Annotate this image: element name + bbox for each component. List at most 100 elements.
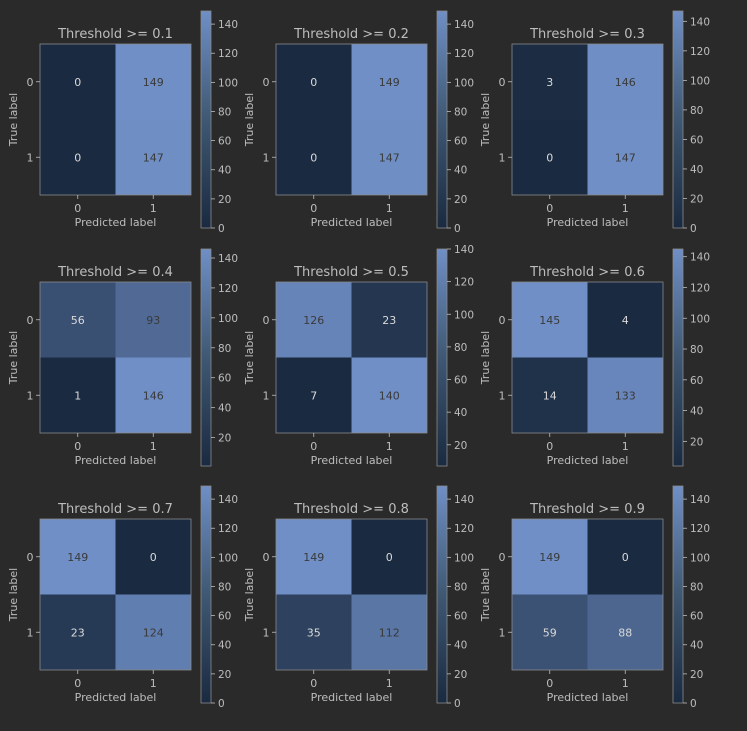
colorbar-tick-label: 80 (218, 581, 231, 593)
x-tick-label: 0 (310, 677, 317, 690)
colorbar-tick-label: 60 (454, 375, 467, 387)
matrix-cell (351, 44, 427, 120)
cell-value-label: 23 (382, 314, 396, 327)
panel-title: Threshold >= 0.8 (293, 502, 409, 517)
y-axis-label: True label (7, 331, 20, 385)
y-tick-label: 1 (27, 151, 34, 164)
cell-value-label: 149 (143, 76, 164, 89)
cell-value-label: 23 (71, 626, 85, 639)
matrix-cell (40, 357, 116, 433)
x-tick-label: 1 (386, 202, 393, 215)
cell-value-label: 140 (379, 389, 400, 402)
colorbar-tick-label: 80 (690, 344, 703, 356)
cell-value-label: 124 (143, 626, 164, 639)
matrix-cell (115, 282, 191, 358)
cell-value-label: 88 (618, 626, 632, 639)
y-tick-label: 0 (27, 551, 34, 564)
colorbar-tick-label: 140 (454, 19, 474, 31)
matrix-cell (40, 519, 116, 595)
y-axis-label: True label (479, 331, 492, 385)
colorbar-tick-label: 40 (690, 406, 703, 418)
cell-value-label: 112 (379, 626, 400, 639)
plot-frame (39, 43, 192, 196)
colorbar-tick-label: 80 (454, 106, 467, 118)
x-axis-label: Predicted label (311, 454, 393, 467)
x-tick-label: 1 (386, 440, 393, 453)
cell-value-label: 126 (303, 314, 324, 327)
matrix-cell (587, 519, 663, 595)
panel-title: Threshold >= 0.2 (293, 27, 409, 42)
colorbar-tick-label: 120 (218, 283, 238, 295)
x-tick-label: 1 (150, 677, 157, 690)
cell-value-label: 147 (143, 151, 164, 164)
panel-title: Threshold >= 0.7 (57, 502, 173, 517)
colorbar-tick-label: 40 (690, 640, 703, 652)
y-tick-label: 1 (263, 626, 270, 639)
matrix-cell (40, 282, 116, 358)
y-tick-label: 0 (499, 76, 506, 89)
y-tick-label: 0 (263, 76, 270, 89)
cell-value-label: 133 (615, 389, 636, 402)
matrix-cell (512, 119, 588, 195)
colorbar-tick-label: 20 (454, 194, 467, 206)
y-axis-label: True label (7, 93, 20, 147)
x-axis-label: Predicted label (547, 691, 629, 704)
colorbar-tick-label: 140 (690, 252, 710, 264)
matrix-cell (115, 519, 191, 595)
colorbar (672, 10, 684, 229)
colorbar-tick-label: 40 (454, 165, 467, 177)
colorbar (436, 10, 448, 229)
cell-value-label: 0 (74, 151, 81, 164)
x-axis-label: Predicted label (311, 216, 393, 229)
colorbar-tick-label: 100 (690, 313, 710, 325)
y-tick-label: 0 (27, 76, 34, 89)
x-tick-label: 1 (386, 677, 393, 690)
matrix-cell (276, 519, 352, 595)
colorbar-tick-label: 140 (454, 494, 474, 506)
y-axis-label: True label (243, 93, 256, 147)
y-tick-label: 1 (263, 389, 270, 402)
plot-frame (511, 518, 664, 671)
plot-frame (275, 281, 428, 434)
colorbar-tick-label: 120 (454, 48, 474, 60)
x-axis-label: Predicted label (75, 216, 157, 229)
colorbar-tick-label: 120 (454, 277, 474, 289)
y-tick-label: 0 (499, 314, 506, 327)
colorbar-tick-label: 0 (690, 223, 697, 235)
colorbar-tick-label: 80 (690, 581, 703, 593)
y-axis-label: True label (479, 93, 492, 147)
y-axis-label: True label (243, 331, 256, 385)
cell-value-label: 145 (539, 314, 560, 327)
x-tick-label: 0 (74, 202, 81, 215)
cell-value-label: 0 (310, 76, 317, 89)
colorbar (436, 485, 448, 704)
panel-title: Threshold >= 0.6 (529, 265, 645, 280)
colorbar-tick-label: 140 (218, 494, 238, 506)
colorbar-tick-label: 100 (690, 552, 710, 564)
colorbar (200, 10, 212, 229)
colorbar-tick-label: 60 (218, 373, 231, 385)
y-tick-label: 1 (499, 626, 506, 639)
colorbar-tick-label: 100 (454, 77, 474, 89)
y-tick-label: 0 (27, 314, 34, 327)
matrix-cell (351, 282, 427, 358)
x-axis-label: Predicted label (75, 454, 157, 467)
colorbar-tick-label: 100 (454, 309, 474, 321)
colorbar-tick-label: 20 (690, 193, 703, 205)
plot-frame (275, 43, 428, 196)
matrix-cell (115, 594, 191, 670)
colorbar-tick-label: 40 (454, 407, 467, 419)
y-tick-label: 0 (499, 551, 506, 564)
x-tick-label: 1 (622, 202, 629, 215)
matrix-cell (587, 119, 663, 195)
colorbar-tick-label: 80 (454, 581, 467, 593)
colorbar-tick-label: 60 (218, 611, 231, 623)
matrix-cell (276, 357, 352, 433)
matrix-cell (40, 44, 116, 120)
cell-value-label: 1 (74, 389, 81, 402)
colorbar-tick-label: 40 (218, 165, 231, 177)
